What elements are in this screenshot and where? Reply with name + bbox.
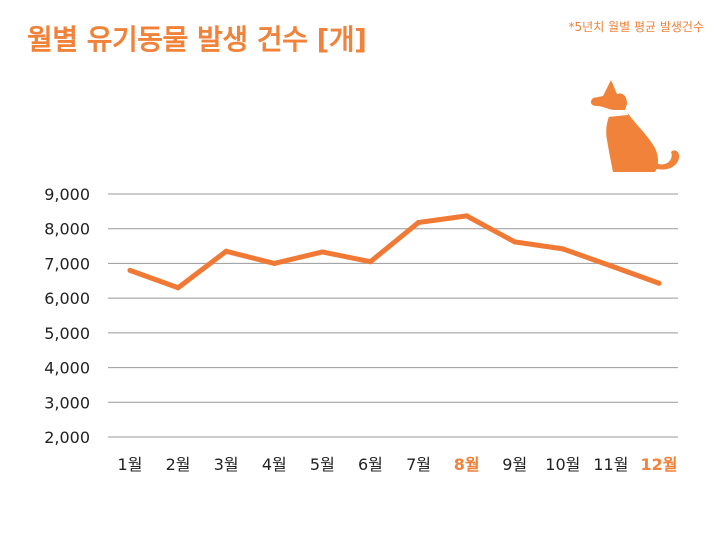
data-point (560, 246, 566, 252)
series-line-segment (464, 213, 518, 245)
data-point (319, 249, 325, 255)
y-tick-label: 6,000 (44, 289, 90, 308)
y-tick-label: 9,000 (44, 185, 90, 204)
data-point (464, 213, 470, 219)
x-tick-label: 1월 (118, 455, 143, 474)
x-tick-label: 2월 (166, 455, 191, 474)
data-point (127, 267, 133, 273)
y-tick-label: 5,000 (44, 324, 90, 343)
series-line-segment (512, 239, 566, 252)
data-point (367, 259, 373, 265)
data-point (656, 280, 662, 286)
x-tick-label: 5월 (310, 455, 335, 474)
x-tick-label: 10월 (545, 455, 580, 474)
data-point (175, 285, 181, 291)
series-line-segment (175, 248, 229, 291)
y-tick-label: 4,000 (44, 359, 90, 378)
y-tick-label: 3,000 (44, 393, 90, 412)
data-point (223, 248, 229, 254)
series-line-segment (319, 249, 373, 265)
chart-note: *5년치 월별 평균 발생건수 (568, 20, 704, 34)
series-line-segment (367, 219, 422, 265)
y-tick-label: 7,000 (44, 254, 90, 273)
x-tick-label: 11월 (593, 455, 628, 474)
y-tick-label: 2,000 (44, 428, 90, 447)
x-tick-label: 12월 (641, 455, 678, 474)
series-line-segment (608, 263, 662, 286)
x-tick-label: 7월 (406, 455, 431, 474)
series-line-segment (416, 213, 470, 225)
dog-icon (590, 80, 680, 172)
x-tick-label: 9월 (502, 455, 527, 474)
x-tick-label: 6월 (358, 455, 383, 474)
chart-title: 월별 유기동물 발생 건수 [개] (27, 23, 367, 56)
y-tick-label: 8,000 (44, 220, 90, 239)
series-line-segment (271, 249, 325, 266)
series-line-segment (223, 248, 277, 266)
x-tick-label: 8월 (454, 455, 480, 474)
x-tick-label: 4월 (262, 455, 287, 474)
x-tick-label: 3월 (214, 455, 239, 474)
data-point (608, 263, 614, 269)
data-point (271, 260, 277, 266)
series-line-segment (560, 246, 614, 269)
data-point (416, 219, 422, 225)
series-line-segment (127, 267, 181, 291)
data-point (512, 239, 518, 245)
